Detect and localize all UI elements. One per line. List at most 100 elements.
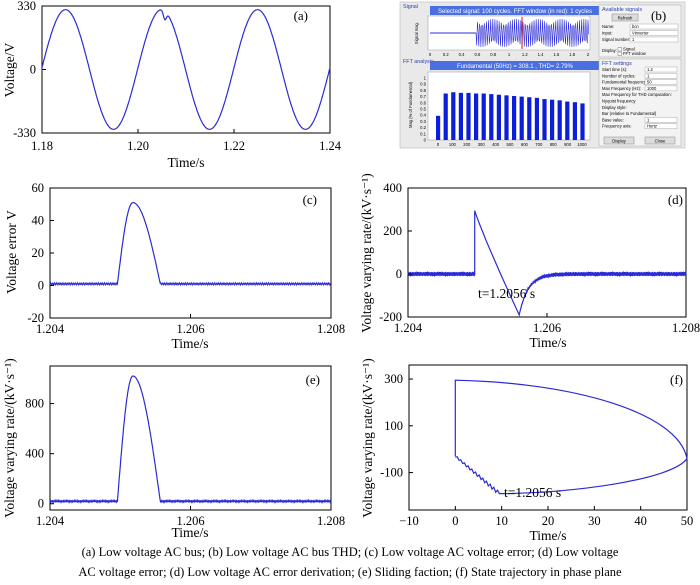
signal-xtick-label: 1.4 xyxy=(538,52,544,57)
panel-d-ytick-label: 200 xyxy=(383,224,402,238)
signal-xtick-label: 0.2 xyxy=(443,52,449,57)
panel-d-ytick-label: -200 xyxy=(379,310,402,324)
panel-c-ytick-label: 40 xyxy=(32,214,45,228)
fft-setting-input[interactable] xyxy=(644,66,678,73)
panel-d-label: (d) xyxy=(668,192,683,207)
panel-c-xtick-label: 1.204 xyxy=(36,322,65,336)
available-signal-field-input[interactable] xyxy=(629,30,679,36)
fft-setting-input[interactable] xyxy=(644,79,678,85)
voltage-error-curve xyxy=(49,201,332,287)
panel-d-ytick-label: 400 xyxy=(383,181,402,195)
fft-settings-title: FFT settings xyxy=(602,61,632,67)
display-button-label: Display xyxy=(612,139,627,144)
fft-setting-label: Base value: xyxy=(602,117,624,122)
fft-xtick-label: 300 xyxy=(478,142,486,147)
panel-e-xlabel: Time/s xyxy=(171,525,208,540)
panel-d-ytick-label: 0 xyxy=(396,267,402,281)
fft-bar xyxy=(481,93,486,140)
fft-bar xyxy=(557,100,562,140)
panel-f-ytick-label: 300 xyxy=(384,372,403,386)
signal-xtick-label: 0.6 xyxy=(474,52,480,57)
panel-e-xtick-label: 1.206 xyxy=(176,514,204,528)
available-signal-field-input[interactable] xyxy=(629,36,679,43)
panel-b-fft-tool: Signal Selected signal: 100 cycles. FFT … xyxy=(399,1,686,149)
voltage-curve-a xyxy=(41,9,331,130)
signal-title: Selected signal: 100 cycles. FFT window … xyxy=(438,9,592,15)
panel-f-xtick-label: 20 xyxy=(542,514,555,528)
panel-a-xlabel: Time/s xyxy=(167,155,204,170)
available-signal-field-label: Signal number: xyxy=(602,37,630,42)
signal-xtick-label: 1.6 xyxy=(553,52,559,57)
phase-trajectory-curve xyxy=(454,379,688,495)
tab-signal[interactable]: Signal xyxy=(403,4,418,10)
fft-bar xyxy=(550,99,555,140)
fft-setting-input[interactable] xyxy=(644,123,678,129)
panel-e-xtick-label: 1.208 xyxy=(317,514,345,528)
fft-ytick-label: 0.9 xyxy=(420,82,426,87)
fft-ytick-label: 1 xyxy=(424,76,427,81)
refresh-button-label: Refresh xyxy=(618,16,633,21)
fft-ytick-label: 0.3 xyxy=(420,119,426,124)
signal-preview-wave xyxy=(475,18,589,48)
available-signal-field-value: 1 xyxy=(632,37,635,42)
panel-d: 1.204 1.206 1.208 400 200 0 -200 (d) t=1.2056 … xyxy=(359,173,700,350)
fft-ytick-label: 0.8 xyxy=(420,88,426,93)
fft-ytick-label: 0.5 xyxy=(420,107,426,112)
panel-d-frame xyxy=(407,187,687,318)
available-signal-field-label: Input: xyxy=(602,31,612,36)
fft-setting-value: 1000 xyxy=(647,86,657,91)
fft-ytick-label: 0.2 xyxy=(420,125,426,130)
display-label: Display: xyxy=(602,48,617,53)
panel-f-ylabel: Voltage varying rate/(kV·s⁻¹) xyxy=(360,358,375,517)
panel-c-xlabel: Time/s xyxy=(171,336,208,351)
panel-f-xtick-label: 30 xyxy=(588,514,601,528)
fft-bar xyxy=(565,101,570,140)
fft-ytick-label: 0.7 xyxy=(420,94,426,99)
panel-a-xtick-label: 1.20 xyxy=(127,139,149,153)
fft-setting-label: Fundamental frequency (Hz): xyxy=(602,80,656,85)
display-option-window: FFT window xyxy=(623,51,647,56)
tab-fft-analysis[interactable]: FFT analysis xyxy=(403,59,434,65)
panel-c-frame xyxy=(49,187,332,319)
fft-setting-label: Max Frequency (Hz): xyxy=(602,86,641,91)
display-button[interactable] xyxy=(603,136,635,145)
fft-bar xyxy=(504,95,509,140)
fft-setting-input[interactable] xyxy=(644,85,678,92)
fft-title: Fundamental (50Hz) = 308.1 , THD= 2.79% xyxy=(457,64,574,70)
fft-bar xyxy=(489,94,494,140)
panel-f-xtick-label: 40 xyxy=(634,514,647,528)
panel-e-ytick-label: 0 xyxy=(38,497,44,511)
display-option-signal-check[interactable] xyxy=(617,47,622,52)
sliding-function-curve xyxy=(49,375,332,504)
fft-setting-input[interactable] xyxy=(644,117,678,123)
available-signal-field-input[interactable] xyxy=(629,23,679,30)
panel-c-label: (c) xyxy=(303,192,317,207)
fft-setting-label: Max Frequency for THD computation: xyxy=(602,92,672,97)
panel-d-xtick-label: 1.206 xyxy=(533,321,561,335)
signal-preview-oscillation xyxy=(475,18,589,48)
close-button[interactable] xyxy=(644,136,676,145)
fft-bar xyxy=(519,96,524,140)
signal-xtick-label: 1.8 xyxy=(569,52,575,57)
panel-c-ylabel: Voltage error V xyxy=(4,210,19,294)
fft-bar xyxy=(458,92,463,140)
panel-f-ytick-label: -100 xyxy=(380,466,403,480)
panel-c-ytick-label: -20 xyxy=(27,311,44,325)
fft-setting-label: Number of cycles: xyxy=(602,73,636,78)
panel-e-ytick-label: 800 xyxy=(25,397,44,411)
fft-setting-label: Display style: xyxy=(602,105,627,110)
fft-setting-value: 1 xyxy=(647,73,650,78)
panel-d-ylabel: Voltage varying rate/(kV·s⁻¹) xyxy=(359,173,374,332)
fft-xtick-label: 500 xyxy=(507,142,515,147)
panel-f-label: (f) xyxy=(670,372,683,387)
panel-d-xtick-label: 1.208 xyxy=(672,321,700,335)
refresh-button[interactable] xyxy=(611,13,639,22)
display-option-window-check[interactable] xyxy=(617,51,622,56)
panel-f-xtick-label: 0 xyxy=(452,514,458,528)
panel-b-label: (b) xyxy=(651,8,666,23)
fft-setting-input[interactable] xyxy=(644,73,678,79)
display-options: Display: Signal FFT window xyxy=(602,47,647,57)
fft-xtick-label: 1000 xyxy=(577,142,587,147)
